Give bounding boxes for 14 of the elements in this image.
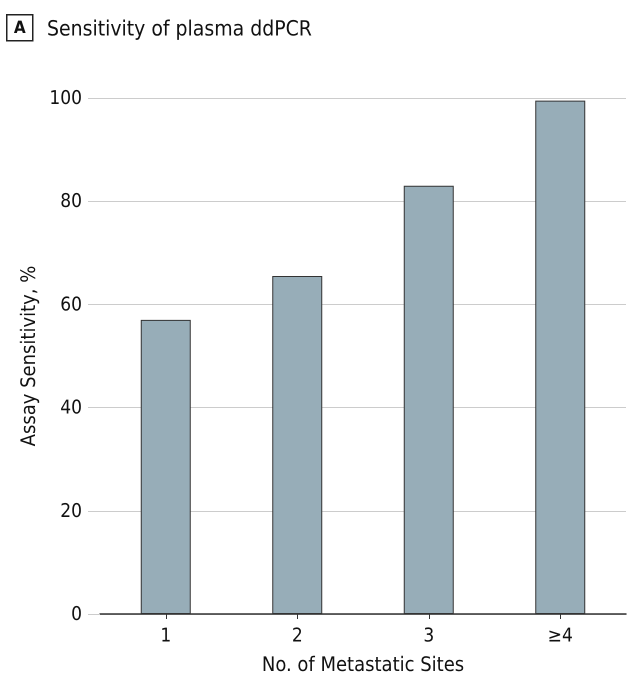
y-axis-title: Assay Sensitivity, % [16, 266, 40, 446]
y-tick-label: 40 [60, 396, 82, 419]
x-axis-title: No. of Metastatic Sites [262, 652, 464, 676]
x-tick-label: 1 [160, 624, 172, 646]
x-tick-label: 2 [292, 624, 303, 646]
chart-title: Sensitivity of plasma ddPCR [47, 16, 312, 40]
y-tick-label: 100 [49, 87, 82, 109]
y-tick-label: 60 [60, 293, 82, 316]
y-tick-label: 80 [60, 190, 82, 212]
x-tick-label: ≥4 [548, 624, 573, 646]
text: A [14, 18, 26, 38]
y-tick-label: 20 [60, 500, 82, 522]
y-tick-label: 0 [71, 603, 82, 625]
x-tick-label: 3 [423, 624, 434, 646]
